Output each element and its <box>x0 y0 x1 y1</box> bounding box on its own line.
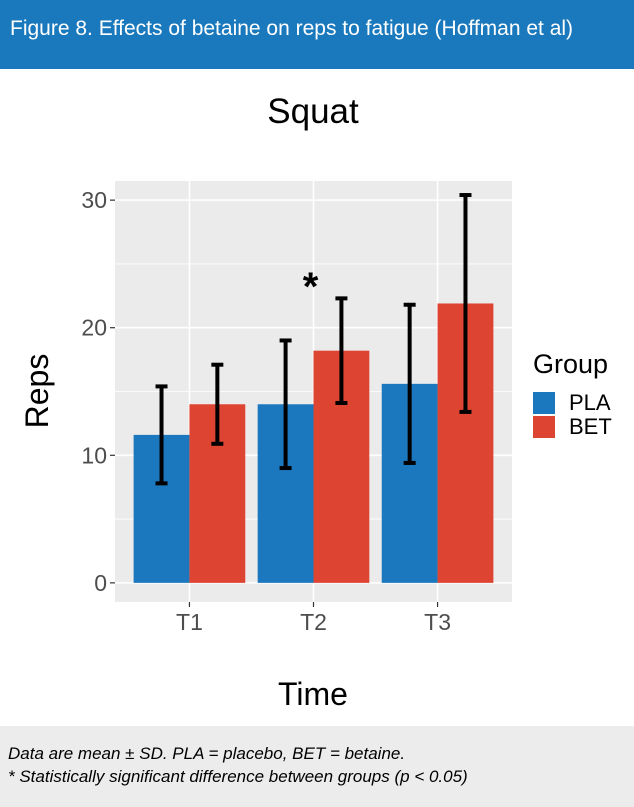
figure-footnote: Data are mean ± SD. PLA = placebo, BET =… <box>0 726 634 807</box>
x-tick-label: T2 <box>300 609 327 635</box>
x-tick-label: T1 <box>176 609 203 635</box>
legend-title: Group <box>533 349 608 379</box>
errorbar-bet-t1 <box>211 362 224 446</box>
squat-bar-chart: Squat 0 10 20 30 T1 T2 T3 * Time Reps Group PL… <box>19 92 612 712</box>
errorbar-pla-t2 <box>279 338 292 471</box>
errorbar-bet-t2 <box>335 296 348 405</box>
errorbar-bet-t3 <box>459 193 472 414</box>
chart-title: Squat <box>267 92 359 131</box>
x-axis-title: Time <box>278 676 348 712</box>
y-tick-label: 20 <box>81 315 107 341</box>
significance-asterisk: * <box>303 265 319 309</box>
legend-label-bet: BET <box>569 414 612 439</box>
errorbar-pla-t3 <box>403 302 416 465</box>
figure-caption-header: Figure 8. Effects of betaine on reps to … <box>0 0 634 69</box>
x-tick-label: T3 <box>424 609 451 635</box>
legend-swatch-pla <box>533 392 555 414</box>
y-axis-title: Reps <box>19 354 55 429</box>
footnote-line-1: Data are mean ± SD. PLA = placebo, BET =… <box>8 744 406 763</box>
figure-caption-text: Figure 8. Effects of betaine on reps to … <box>10 17 574 40</box>
y-tick-label: 0 <box>94 570 107 596</box>
y-tick-label: 10 <box>81 442 107 468</box>
errorbar-pla-t1 <box>155 384 168 486</box>
legend-label-pla: PLA <box>569 390 611 415</box>
chart-marks: * <box>133 193 494 583</box>
y-tick-label: 30 <box>81 187 107 213</box>
legend-swatch-bet <box>533 416 555 438</box>
footnote-line-2: * Statistically significant difference b… <box>8 767 468 786</box>
